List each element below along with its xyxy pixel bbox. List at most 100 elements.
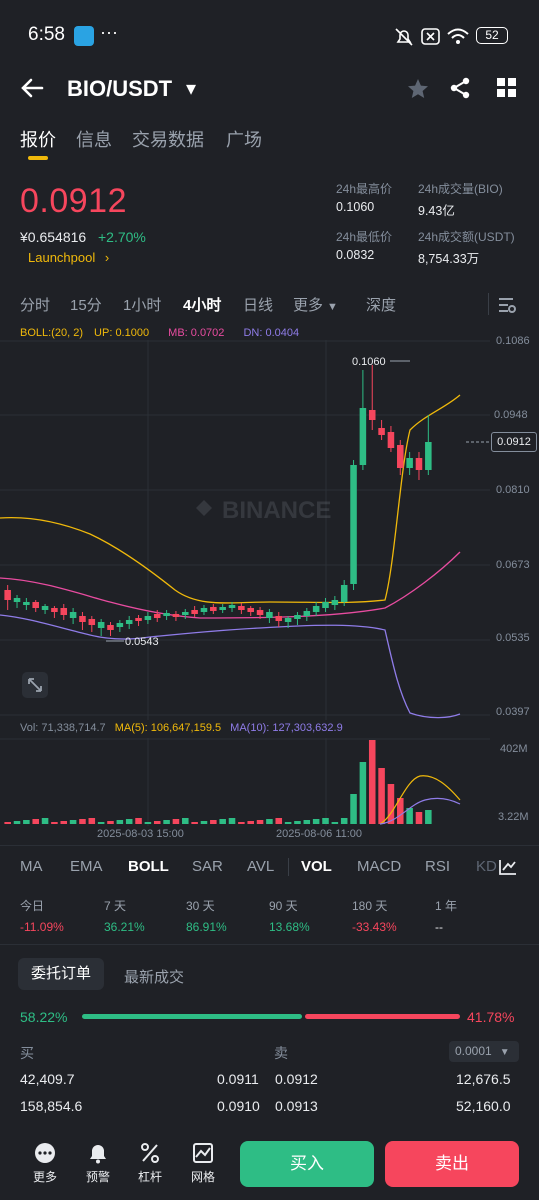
tab-trading-data[interactable]: 交易数据 xyxy=(132,130,204,150)
volume-bar xyxy=(69,820,77,824)
launchpool-link[interactable]: Launchpool › xyxy=(28,250,109,265)
margin-percent-icon[interactable] xyxy=(130,1142,170,1164)
candle-body xyxy=(303,611,311,616)
buy-button[interactable]: 买入 xyxy=(240,1141,374,1187)
candlestick-chart[interactable]: BINANCE 0.1060 0.0543 xyxy=(0,340,539,720)
volume-bar xyxy=(97,822,105,824)
tab-order-book[interactable]: 委托订单 xyxy=(18,958,104,990)
divider xyxy=(0,845,539,846)
candle-body xyxy=(60,608,68,615)
candle-body xyxy=(256,610,264,615)
current-price-tag: 0.0912 xyxy=(491,432,537,452)
precision-select[interactable]: 0.0001 ▼ xyxy=(449,1041,519,1062)
last-price: 0.0912 xyxy=(20,182,127,220)
perf-label-today: 今日 xyxy=(20,899,45,913)
volume-bar xyxy=(294,821,301,824)
candle-body xyxy=(387,432,395,448)
volume-bar xyxy=(350,794,357,824)
tab-quote[interactable]: 报价 xyxy=(20,130,56,150)
indicator-settings-icon[interactable] xyxy=(498,858,518,876)
volume-bar xyxy=(125,819,133,824)
volume-bar xyxy=(322,818,329,824)
bid-price[interactable]: 0.0910 xyxy=(217,1098,260,1114)
ask-price[interactable]: 0.0912 xyxy=(275,1071,318,1087)
nav-margin-label[interactable]: 杠杆 xyxy=(138,1170,163,1184)
bid-column-header: 买 xyxy=(20,1045,34,1061)
volume-bar xyxy=(238,822,245,824)
interval-depth[interactable]: 深度 xyxy=(366,297,397,314)
favorite-star-icon[interactable] xyxy=(406,77,430,101)
candle-body xyxy=(425,442,432,470)
pair-title[interactable]: BIO/USDT xyxy=(67,76,173,101)
vol-ma10-line xyxy=(379,797,461,825)
indicator-vol[interactable]: VOL xyxy=(301,858,332,875)
candle-body xyxy=(331,600,339,605)
interval-1d[interactable]: 日线 xyxy=(243,297,274,314)
sell-ratio-bar xyxy=(305,1014,460,1019)
divider xyxy=(488,293,489,315)
volume-usdt-label: 24h成交额(USDT) xyxy=(418,230,515,244)
volume-bar xyxy=(312,819,320,824)
candle-body xyxy=(172,614,180,617)
candle-body xyxy=(284,618,292,622)
volume-bar xyxy=(163,820,170,824)
low-value: 0.0832 xyxy=(336,248,375,262)
candle-body xyxy=(107,625,114,630)
boll-middle-line xyxy=(0,551,461,619)
volume-bar xyxy=(51,822,58,824)
interval-4h[interactable]: 4小时 xyxy=(183,297,222,314)
y-tick: 0.0948 xyxy=(494,409,528,421)
candle-body xyxy=(182,612,189,615)
candle-body xyxy=(275,616,283,621)
boll-dn: DN: 0.0404 xyxy=(243,327,300,339)
nav-more-label[interactable]: 更多 xyxy=(33,1170,58,1184)
y-tick: 0.0397 xyxy=(496,706,530,718)
volume-bar xyxy=(406,808,413,824)
sim-off-icon xyxy=(421,28,440,45)
volume-bar xyxy=(266,819,273,824)
volume-bar xyxy=(340,818,348,824)
more-icon[interactable] xyxy=(25,1142,65,1164)
indicator-kd[interactable]: KD xyxy=(476,858,497,875)
y-tick: 0.0810 xyxy=(496,484,530,496)
volume-bar xyxy=(23,820,30,824)
indicator-macd[interactable]: MACD xyxy=(357,858,402,875)
candle-body xyxy=(406,458,413,468)
tab-square[interactable]: 广场 xyxy=(226,130,262,150)
indicator-boll[interactable]: BOLL xyxy=(128,858,169,875)
expand-chart-icon[interactable] xyxy=(21,671,49,699)
indicator-ema[interactable]: EMA xyxy=(70,858,103,875)
alert-bell-icon[interactable] xyxy=(78,1142,118,1164)
volume-bar xyxy=(135,818,142,824)
nav-alert-label[interactable]: 预警 xyxy=(86,1170,111,1184)
interval-1h[interactable]: 1小时 xyxy=(123,297,162,314)
grid-menu-icon[interactable] xyxy=(497,78,517,98)
volume-bar xyxy=(191,822,198,824)
bid-price[interactable]: 0.0911 xyxy=(217,1071,259,1087)
volume-bar xyxy=(359,762,367,824)
high-label: 24h最高价 xyxy=(336,182,393,196)
indicator-rsi[interactable]: RSI xyxy=(425,858,451,875)
sell-button[interactable]: 卖出 xyxy=(385,1141,519,1187)
share-icon[interactable] xyxy=(448,76,472,100)
perf-label-1y: 1 年 xyxy=(435,899,458,913)
back-arrow-icon[interactable] xyxy=(20,76,46,100)
pair-dropdown-caret-icon[interactable]: ▾ xyxy=(186,78,197,100)
volume-bar xyxy=(228,818,236,824)
volume-bar xyxy=(368,740,376,824)
ask-price[interactable]: 0.0913 xyxy=(275,1098,318,1114)
interval-15m[interactable]: 15分 xyxy=(70,297,102,314)
nav-grid-label[interactable]: 网格 xyxy=(191,1170,216,1184)
interval-time[interactable]: 分时 xyxy=(20,297,51,314)
indicator-sar[interactable]: SAR xyxy=(192,858,223,875)
tab-latest-trades[interactable]: 最新成交 xyxy=(124,969,185,986)
chart-settings-icon[interactable] xyxy=(497,296,517,314)
candle-body xyxy=(368,410,376,420)
candle-body xyxy=(210,607,217,611)
indicator-avl[interactable]: AVL xyxy=(247,858,275,875)
indicator-ma[interactable]: MA xyxy=(20,858,43,875)
candle-body xyxy=(191,610,198,614)
grid-trading-icon[interactable] xyxy=(183,1142,223,1164)
interval-more[interactable]: 更多 ▼ xyxy=(293,294,338,315)
tab-info[interactable]: 信息 xyxy=(76,130,112,150)
